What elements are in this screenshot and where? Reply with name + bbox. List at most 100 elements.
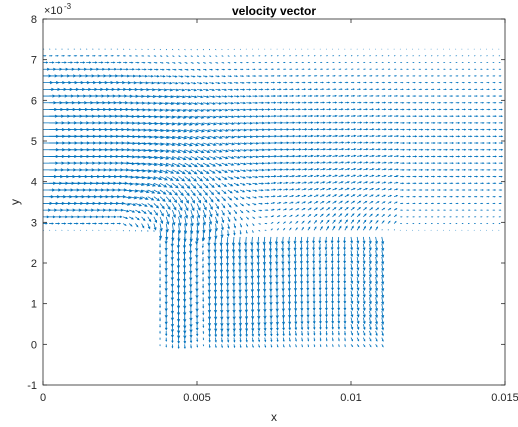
vector-arrow <box>221 68 226 71</box>
vector-arrow <box>289 75 293 77</box>
vector-arrow <box>418 142 424 145</box>
vector-arrow <box>190 183 197 189</box>
vector-arrow <box>400 148 406 151</box>
vector-arrow <box>412 195 417 198</box>
vector-arrow <box>443 162 448 165</box>
vector-arrow <box>350 290 354 298</box>
vector-arrow <box>275 304 279 313</box>
vector-arrow <box>326 207 331 211</box>
vector-arrow <box>276 228 280 231</box>
vector-arrow <box>195 257 199 266</box>
vector-arrow <box>387 188 393 191</box>
vector-arrow <box>332 148 339 151</box>
vector-arrow <box>293 257 297 265</box>
vector-arrow <box>264 182 271 185</box>
vector-arrow <box>258 182 265 185</box>
vector-arrow <box>437 142 442 145</box>
vector-arrow <box>325 344 328 348</box>
vector-arrow <box>189 337 193 344</box>
vector-arrow <box>331 283 334 291</box>
vector-arrow <box>363 200 368 204</box>
vector-arrow <box>283 81 288 84</box>
vector-arrow <box>240 148 247 152</box>
vector-arrow <box>275 277 279 286</box>
vector-arrow <box>129 68 135 71</box>
vector-arrow <box>343 236 346 244</box>
vector-arrow <box>455 95 460 97</box>
vector-arrow <box>264 202 270 205</box>
vector-arrow <box>430 229 432 231</box>
vector-arrow <box>461 162 467 165</box>
vector-arrow <box>486 75 490 77</box>
vector-arrow <box>443 175 448 178</box>
vector-arrow <box>332 219 336 224</box>
vector-arrow <box>283 68 287 70</box>
vector-arrow <box>350 81 355 84</box>
vector-arrow <box>264 108 271 111</box>
vector-arrow <box>190 62 194 64</box>
vector-arrow <box>153 169 163 174</box>
vector-arrow <box>240 108 247 112</box>
vector-arrow <box>332 154 339 158</box>
vector-arrow <box>306 324 310 331</box>
vector-arrow <box>344 154 351 158</box>
vector-arrow <box>449 95 454 97</box>
vector-arrow <box>277 81 282 84</box>
vector-arrow <box>141 176 151 180</box>
vector-arrow <box>287 250 291 258</box>
vector-arrow <box>375 128 381 131</box>
vector-arrow <box>449 155 455 158</box>
vector-arrow <box>449 68 452 70</box>
vector-arrow <box>171 337 174 344</box>
vector-arrow <box>424 202 429 205</box>
vector-arrow <box>240 169 247 173</box>
vector-arrow <box>314 88 319 91</box>
vector-arrow <box>424 101 429 104</box>
vector-arrow <box>362 303 366 312</box>
vector-arrow <box>215 216 219 225</box>
vector-arrow <box>227 95 234 98</box>
vector-arrow <box>449 115 454 118</box>
vector-arrow <box>122 209 130 213</box>
vector-arrow <box>306 290 310 298</box>
vector-arrow <box>116 67 124 71</box>
vector-arrow <box>294 317 298 325</box>
vector-arrow <box>344 200 350 204</box>
vector-arrow <box>330 236 334 244</box>
vector-arrow <box>362 344 366 348</box>
vector-arrow <box>269 277 273 286</box>
vector-arrow <box>443 135 448 138</box>
vector-arrow <box>295 75 300 77</box>
vector-arrow <box>338 225 342 231</box>
vector-arrow <box>318 310 322 318</box>
vector-arrow <box>418 75 422 77</box>
vector-arrow <box>233 216 237 222</box>
vector-arrow <box>289 168 296 171</box>
vector-arrow <box>424 155 430 158</box>
vector-arrow <box>486 229 487 231</box>
vector-arrow <box>498 209 502 211</box>
vector-arrow <box>184 108 193 112</box>
vector-arrow <box>165 203 171 210</box>
vector-arrow <box>159 216 164 225</box>
vector-arrow <box>474 209 477 211</box>
vector-arrow <box>406 209 410 211</box>
vector-arrow <box>326 213 330 218</box>
vector-arrow <box>356 250 360 258</box>
vector-arrow <box>227 337 230 343</box>
vector-arrow <box>141 216 146 222</box>
vector-arrow <box>196 75 202 78</box>
vector-arrow <box>338 114 344 118</box>
vector-arrow <box>275 243 279 252</box>
vector-arrow <box>449 202 453 205</box>
vector-arrow <box>184 196 190 204</box>
vector-arrow <box>184 149 193 154</box>
vector-arrow <box>498 95 503 97</box>
vector-arrow <box>215 129 223 133</box>
vector-arrow <box>238 243 242 253</box>
vector-arrow <box>214 330 218 338</box>
vector-arrow <box>418 168 424 171</box>
vector-arrow <box>474 148 479 151</box>
vector-arrow <box>492 195 496 198</box>
vector-arrow <box>431 168 436 171</box>
